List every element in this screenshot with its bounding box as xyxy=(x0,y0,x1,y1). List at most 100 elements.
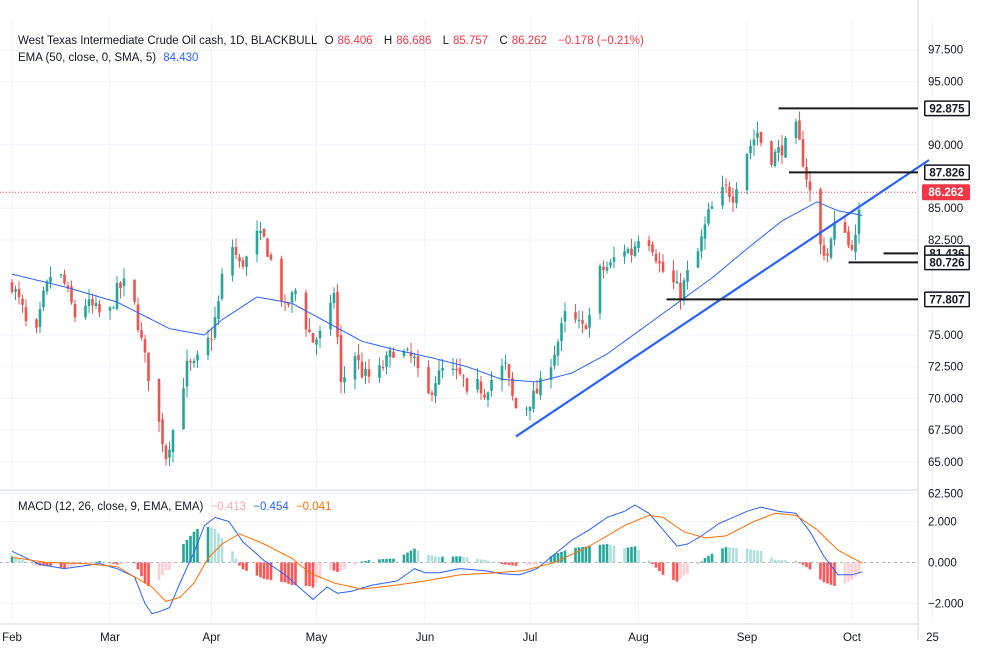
time-axis-tick: 25 xyxy=(926,632,939,644)
time-axis-tick: Aug xyxy=(628,632,648,644)
candle-body xyxy=(329,302,332,330)
macd-histogram-bar xyxy=(238,562,241,566)
macd-histogram-bar xyxy=(59,562,63,568)
price-axis-tick: 67.500 xyxy=(928,425,963,437)
candle-body xyxy=(721,186,724,206)
macd-histogram-bar xyxy=(304,562,308,586)
macd-axis-tick: 0.000 xyxy=(928,558,957,570)
symbol-title[interactable]: West Texas Intermediate Crude Oil cash, … xyxy=(18,35,318,47)
candle-body xyxy=(686,269,689,282)
time-axis-tick: Apr xyxy=(203,632,221,644)
close-value: 86.262 xyxy=(511,35,547,47)
candle-body xyxy=(66,285,70,289)
level-label-inner xyxy=(925,292,969,306)
candle-body xyxy=(500,365,504,381)
current-price-badge xyxy=(922,184,970,201)
price-axis-tick: 90.000 xyxy=(928,140,963,152)
macd-histogram-bar xyxy=(196,529,199,563)
macd-histogram-bar xyxy=(392,558,395,563)
trendline xyxy=(515,159,930,438)
candle-body xyxy=(843,222,847,233)
macd-histogram-bar xyxy=(17,558,21,563)
candle-body xyxy=(388,349,392,358)
candle-body xyxy=(73,304,77,318)
macd-histogram-bar xyxy=(416,550,420,563)
macd-histogram-bar xyxy=(490,561,493,563)
macd-histogram-bar xyxy=(710,553,714,563)
macd-histogram-bar xyxy=(430,555,434,563)
candle-body xyxy=(406,349,409,351)
candle-body xyxy=(455,368,458,371)
macd-histogram-bar xyxy=(283,562,287,583)
level-price-label: 92.875 xyxy=(929,103,965,115)
macd-histogram-bar xyxy=(269,562,273,581)
time-axis-tick: Jun xyxy=(416,632,435,644)
macd-signal-value: −0.041 xyxy=(295,501,332,513)
price-axis-tick: 75.000 xyxy=(928,330,963,342)
macd-histogram-bar xyxy=(73,562,77,567)
candle-body xyxy=(854,234,857,253)
ema-value: 84.430 xyxy=(163,52,199,64)
high-value: 86.686 xyxy=(396,35,432,47)
candle-body xyxy=(24,307,28,321)
candle-body xyxy=(294,290,297,295)
candle-body xyxy=(623,251,626,257)
macd-histogram-bar xyxy=(49,562,52,567)
macd-histogram-bar xyxy=(161,562,164,575)
candle-body xyxy=(140,330,143,338)
macd-axis-tick: −2.000 xyxy=(928,599,964,611)
candle-body xyxy=(217,301,220,319)
macd-histogram-bar xyxy=(234,558,238,563)
candle-body xyxy=(168,449,171,458)
candle-body xyxy=(136,304,140,331)
candle-body xyxy=(553,354,556,366)
macd-histogram-bar xyxy=(189,535,192,563)
candle-body xyxy=(367,369,371,377)
macd-histogram-bar xyxy=(745,548,749,563)
macd-histogram-bar xyxy=(14,557,17,563)
price-axis-tick: 82.500 xyxy=(928,235,963,247)
macd-histogram-bar xyxy=(756,550,759,563)
macd-histogram-bar xyxy=(805,562,808,568)
macd-histogram-bar xyxy=(462,556,465,563)
level-price-label: 80.726 xyxy=(929,257,964,269)
price-axis-tick: 62.500 xyxy=(928,489,963,501)
macd-histogram-bar xyxy=(437,556,441,563)
macd-histogram-bar xyxy=(630,546,633,563)
candle-body xyxy=(332,292,336,304)
candle-body xyxy=(98,303,101,313)
candle-body xyxy=(826,253,829,256)
candle-body xyxy=(45,281,49,292)
candle-body xyxy=(385,355,388,367)
ema-legend: EMA (50, close, 0, SMA, 5) 84.430 xyxy=(18,52,202,64)
candle-body xyxy=(462,375,465,377)
macd-histogram-bar xyxy=(245,562,248,571)
macd-histogram-bar xyxy=(241,562,245,570)
candle-body xyxy=(17,289,21,298)
candle-body xyxy=(115,283,119,310)
candle-body xyxy=(672,270,675,283)
candle-body xyxy=(700,236,703,252)
candle-body xyxy=(259,230,262,234)
macd-histogram-bar xyxy=(70,562,73,567)
macd-histogram-bar xyxy=(598,544,602,563)
candle-body xyxy=(707,209,710,224)
macd-label[interactable]: MACD (12, 26, close, 9, EMA, EMA) xyxy=(18,501,204,513)
macd-histogram-bar xyxy=(682,562,686,576)
macd-histogram-bar xyxy=(213,528,217,563)
macd-histogram-bar xyxy=(185,539,189,563)
candle-body xyxy=(581,320,584,324)
macd-histogram-bar xyxy=(486,560,490,563)
macd-histogram-bar xyxy=(108,562,112,564)
macd-histogram-bar xyxy=(119,562,122,565)
ema-label[interactable]: EMA (50, close, 0, SMA, 5) xyxy=(18,52,157,64)
macd-histogram-bar xyxy=(10,556,14,563)
macd-histogram-bar xyxy=(455,556,458,563)
macd-axis-tick: 2.000 xyxy=(928,517,957,529)
macd-line-value: −0.454 xyxy=(253,501,289,513)
candle-body xyxy=(563,311,567,322)
candle-body xyxy=(182,388,185,430)
time-axis-tick: May xyxy=(306,632,328,644)
macd-histogram-bar xyxy=(633,546,637,563)
candle-body xyxy=(630,248,633,256)
